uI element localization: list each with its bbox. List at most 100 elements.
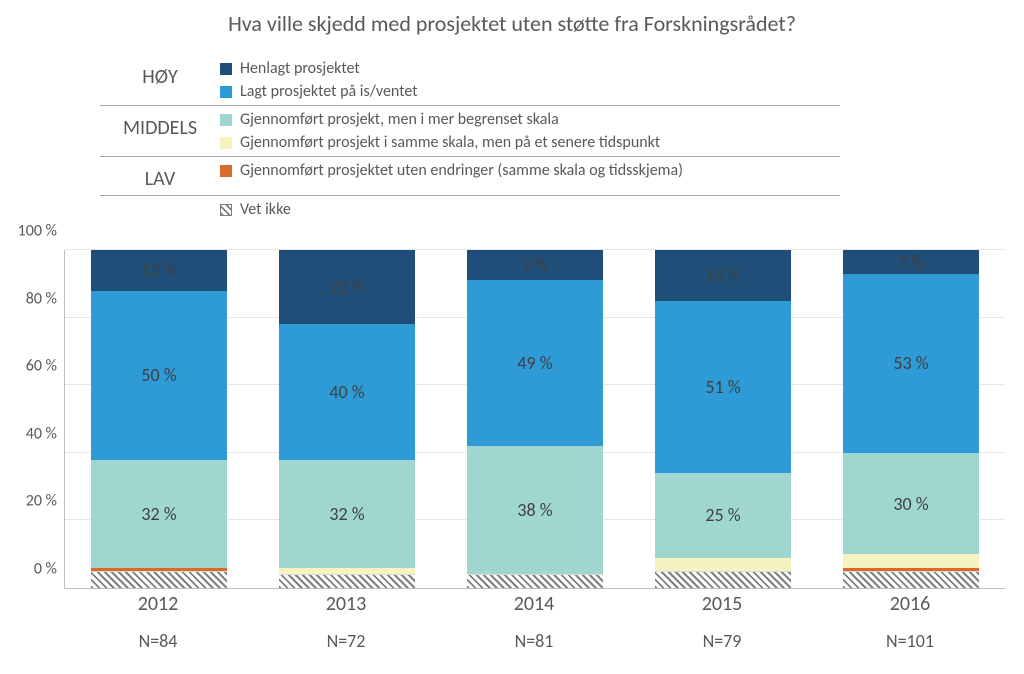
bar-segment-begrenset: 30 % — [843, 453, 978, 554]
legend-group-middels: MIDDELS Gjennomført prosjekt, men i mer … — [100, 106, 840, 157]
chart-title: Hva ville skjedd med prosjektet uten stø… — [0, 10, 1024, 37]
bar-segment-begrenset: 25 % — [655, 473, 790, 558]
legend-item-senere: Gjennomført prosjekt i samme skala, men … — [220, 133, 840, 152]
swatch-senere — [220, 137, 232, 149]
bar-segment-henlagt: 12 % — [91, 250, 226, 291]
y-tick-label: 100 % — [9, 222, 65, 241]
stacked-bar: 30 % 53 % 7 % — [843, 250, 978, 588]
bar-segment-label: 9 % — [522, 254, 548, 276]
legend-text: Lagt prosjektet på is/ventet — [240, 82, 418, 101]
x-n-label: N=101 — [816, 630, 1004, 652]
bar-segment-pa_is: 53 % — [843, 274, 978, 453]
bar-segment-label: 32 % — [329, 503, 364, 525]
bar-segment-label: 22 % — [329, 276, 364, 298]
bar-segment-henlagt: 15 % — [655, 250, 790, 301]
chart-container: Hva ville skjedd med prosjektet uten stø… — [0, 0, 1024, 674]
bar-slot: 25 % 51 % 15 % — [629, 250, 817, 588]
bar-segment-henlagt: 9 % — [467, 250, 602, 280]
x-year-label: 2015 — [628, 592, 816, 616]
bar-segment-label: 15 % — [705, 264, 740, 286]
bar-segment-uend — [843, 568, 978, 571]
bar-segment-vetikke — [91, 571, 226, 588]
x-n-label: N=79 — [628, 630, 816, 652]
bar-segment-pa_is: 51 % — [655, 301, 790, 473]
legend-text: Gjennomført prosjekt i samme skala, men … — [240, 133, 660, 152]
y-tick-label: 40 % — [9, 424, 65, 443]
y-tick-label: 0 % — [9, 560, 65, 579]
y-tick-label: 80 % — [9, 289, 65, 308]
stacked-bar: 38 % 49 % 9 % — [467, 250, 602, 588]
bar-segment-label: 25 % — [705, 504, 740, 526]
bar-segment-vetikke — [279, 574, 414, 588]
legend-item-pa-is: Lagt prosjektet på is/ventet — [220, 82, 840, 101]
legend-item-vetikke: Vet ikke — [220, 200, 840, 219]
legend: HØY Henlagt prosjektet Lagt prosjektet p… — [100, 55, 840, 223]
x-year-label: 2012 — [64, 592, 252, 616]
bar-segment-vetikke — [843, 571, 978, 588]
stacked-bar: 32 % 40 % 22 % — [279, 250, 414, 588]
bar-segment-label: 49 % — [517, 352, 552, 374]
x-year-label: 2016 — [816, 592, 1004, 616]
y-tick-label: 20 % — [9, 492, 65, 511]
bar-segment-pa_is: 40 % — [279, 324, 414, 459]
bar-segment-senere — [279, 568, 414, 575]
legend-group-lav: LAV Gjennomført prosjektet uten endringe… — [100, 157, 840, 196]
legend-text: Gjennomført prosjektet uten endringer (s… — [240, 161, 683, 180]
bar-segment-begrenset: 38 % — [467, 446, 602, 574]
bar-segment-vetikke — [467, 574, 602, 588]
bar-segment-pa_is: 50 % — [91, 291, 226, 460]
bar-segment-senere — [843, 554, 978, 568]
bar-segment-begrenset: 32 % — [279, 460, 414, 568]
bar-slot: 30 % 53 % 7 % — [817, 250, 1005, 588]
x-n-label: N=81 — [440, 630, 628, 652]
swatch-begrenset — [220, 114, 232, 126]
x-category: 2013 N=72 — [252, 592, 440, 652]
stacked-bar: 25 % 51 % 15 % — [655, 250, 790, 588]
bar-segment-senere — [655, 558, 790, 572]
legend-group-label: MIDDELS — [100, 110, 220, 140]
legend-group-label: HØY — [100, 59, 220, 89]
bar-segment-label: 30 % — [893, 493, 928, 515]
swatch-henlagt — [220, 63, 232, 75]
legend-item-henlagt: Henlagt prosjektet — [220, 59, 840, 78]
bar-slot: 32 % 40 % 22 % — [253, 250, 441, 588]
x-year-label: 2014 — [440, 592, 628, 616]
x-category: 2014 N=81 — [440, 592, 628, 652]
x-category: 2015 N=79 — [628, 592, 816, 652]
x-year-label: 2013 — [252, 592, 440, 616]
bar-segment-label: 53 % — [893, 352, 928, 374]
plot-area: 0 %20 %40 %60 %80 %100 % 32 %50 %12 %32 … — [64, 250, 1005, 589]
bar-segment-label: 7 % — [898, 251, 924, 273]
legend-item-begrenset: Gjennomført prosjekt, men i mer begrense… — [220, 110, 840, 129]
stacked-bar: 32 % 50 % 12 % — [91, 250, 226, 588]
bar-slot: 38 % 49 % 9 % — [441, 250, 629, 588]
bar-segment-label: 40 % — [329, 381, 364, 403]
legend-group-label: LAV — [100, 161, 220, 191]
bar-slot: 32 % 50 % 12 % — [65, 250, 253, 588]
bar-segment-label: 50 % — [141, 364, 176, 386]
swatch-uend — [220, 165, 232, 177]
x-n-label: N=72 — [252, 630, 440, 652]
x-axis: 2012N=842013 N=722014 N=812015 N=792016 N=10… — [64, 592, 1004, 652]
legend-text: Henlagt prosjektet — [240, 59, 360, 78]
swatch-pa-is — [220, 86, 232, 98]
bar-segment-label: 51 % — [705, 376, 740, 398]
legend-text: Vet ikke — [240, 200, 291, 219]
bars: 32 % 50 % 12 % 32 % 40 % 22 % 38 % 49 % 9 % 25 % 5… — [65, 250, 1005, 588]
x-category: 2012N=84 — [64, 592, 252, 652]
bar-segment-henlagt: 22 % — [279, 250, 414, 324]
bar-segment-label: 32 % — [141, 503, 176, 525]
bar-segment-label: 38 % — [517, 499, 552, 521]
bar-segment-pa_is: 49 % — [467, 280, 602, 446]
x-category: 2016 N=101 — [816, 592, 1004, 652]
bar-segment-vetikke — [655, 571, 790, 588]
bar-segment-henlagt: 7 % — [843, 250, 978, 274]
y-tick-label: 60 % — [9, 357, 65, 376]
legend-item-uend: Gjennomført prosjektet uten endringer (s… — [220, 161, 840, 180]
legend-group-hoy: HØY Henlagt prosjektet Lagt prosjektet p… — [100, 55, 840, 106]
swatch-vetikke — [220, 204, 232, 216]
bar-segment-label: 12 % — [141, 259, 176, 281]
legend-group-label — [100, 200, 220, 206]
legend-text: Gjennomført prosjekt, men i mer begrense… — [240, 110, 559, 129]
bar-segment-uend — [91, 568, 226, 571]
